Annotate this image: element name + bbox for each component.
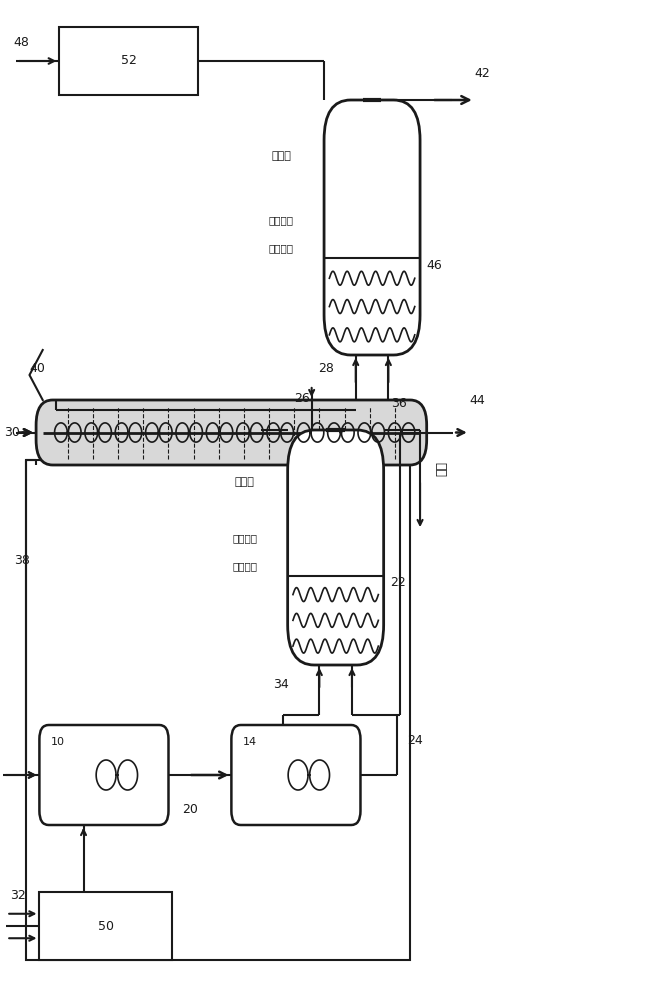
Text: 蒸馏头: 蒸馏头: [235, 477, 255, 487]
Text: 44: 44: [469, 394, 485, 408]
Text: 48: 48: [13, 36, 29, 49]
Text: 32: 32: [9, 889, 25, 902]
Text: 40: 40: [29, 362, 45, 375]
Text: 50: 50: [98, 920, 114, 932]
Text: 14: 14: [243, 737, 257, 747]
Text: 30: 30: [4, 426, 19, 439]
FancyBboxPatch shape: [288, 430, 384, 665]
Text: 28: 28: [319, 362, 334, 375]
Text: 精馏液液: 精馏液液: [269, 215, 293, 225]
Text: 20: 20: [182, 803, 198, 816]
FancyBboxPatch shape: [36, 400, 427, 465]
Text: 36: 36: [391, 397, 407, 410]
Text: 精馏液液: 精馏液液: [232, 533, 257, 543]
Text: 26: 26: [295, 392, 310, 405]
Bar: [59, 27, 198, 95]
Text: 溜流: 溜流: [434, 462, 446, 478]
Text: 42: 42: [475, 67, 490, 80]
Text: 52: 52: [121, 54, 137, 68]
Text: 导热导液: 导热导液: [269, 243, 293, 253]
FancyBboxPatch shape: [39, 725, 168, 825]
Text: 22: 22: [390, 576, 406, 589]
Text: 10: 10: [51, 737, 65, 747]
FancyBboxPatch shape: [324, 100, 420, 355]
Text: 蒸馏头: 蒸馏头: [271, 151, 291, 161]
Bar: [39, 892, 172, 960]
Text: 导热导液: 导热导液: [232, 561, 257, 571]
Text: 34: 34: [273, 678, 289, 692]
Text: 46: 46: [427, 259, 442, 272]
Text: 38: 38: [13, 554, 29, 566]
Bar: [26, 460, 410, 960]
FancyBboxPatch shape: [231, 725, 360, 825]
Text: 24: 24: [407, 734, 422, 746]
